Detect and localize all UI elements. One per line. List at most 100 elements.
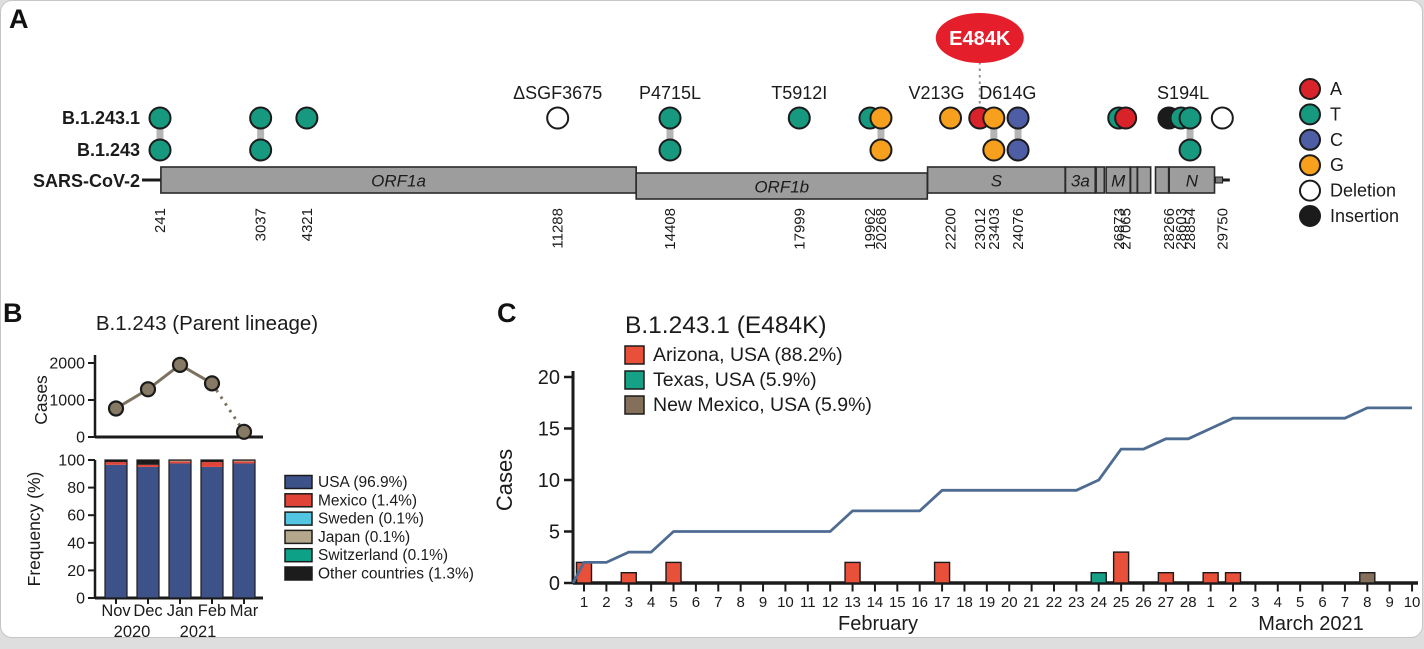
b12431-mutation-circle-20268 xyxy=(869,106,893,130)
nt-position-label: 241 xyxy=(152,208,169,233)
c-y-tick-label: 5 xyxy=(549,522,560,544)
c-day-tick-label: 12 xyxy=(822,594,839,611)
b-freq-bar-segment xyxy=(201,460,223,463)
shared-mutation-connector xyxy=(877,120,885,148)
nt-position-label: 26873 xyxy=(1111,208,1128,250)
b-freq-y-tick-label: 0 xyxy=(76,591,85,608)
panel-b-title: B.1.243 (Parent lineage) xyxy=(96,312,318,335)
b-cases-marker-dec xyxy=(139,381,157,398)
b12431-mutation-circle-23403 xyxy=(982,106,1006,130)
c-day-tick-label: 23 xyxy=(1068,594,1085,611)
b-cases-marker-feb xyxy=(203,375,221,392)
amino-acid-label: T5912I xyxy=(771,83,827,103)
gene-block xyxy=(1095,166,1106,194)
c-legend-label: Texas, USA (5.9%) xyxy=(653,369,817,391)
c-y-tick-label: 0 xyxy=(549,573,560,595)
gene-block-orf1b xyxy=(635,172,929,200)
c-day-tick-label: 1 xyxy=(1206,594,1214,611)
gene-label: S xyxy=(991,172,1003,191)
shared-mutation-connector xyxy=(257,120,265,148)
c-daily-bar-feb-3 xyxy=(620,572,637,584)
c-daily-bar-mar-2 xyxy=(1224,572,1242,584)
nt-position-label: 14408 xyxy=(662,208,679,250)
nt-position-label: 23012 xyxy=(972,208,989,250)
c-day-tick-label: 14 xyxy=(867,594,884,611)
b12431-mutation-circle-28854 xyxy=(1178,106,1202,130)
row-label-sars-cov-2: SARS-CoV-2 xyxy=(33,171,140,191)
b-freq-bar-segment xyxy=(137,464,159,467)
b-month-label: Mar xyxy=(230,602,259,620)
b-freq-y-tick-label: 100 xyxy=(58,453,85,470)
nt-legend-swatch-deletion xyxy=(1299,179,1321,202)
b-freq-bar-segment xyxy=(105,460,127,463)
b-freq-bar-segment xyxy=(201,462,223,467)
c-day-tick-label: 4 xyxy=(1274,594,1282,611)
row-label-b12431: B.1.243.1 xyxy=(62,108,140,128)
b-freq-bar-segment xyxy=(201,466,223,598)
amino-acid-label: S194L xyxy=(1157,83,1209,103)
amino-acid-label: V213G xyxy=(909,83,965,103)
b-legend-label: Switzerland (0.1%) xyxy=(318,547,448,564)
c-day-tick-label: 9 xyxy=(1386,594,1394,611)
c-day-tick-label: 2 xyxy=(602,594,610,611)
b-legend-swatch-3 xyxy=(284,529,313,545)
b-legend-label: Mexico (1.4%) xyxy=(318,492,417,509)
nt-legend-swatch-t xyxy=(1299,103,1321,126)
nt-legend-label: Deletion xyxy=(1330,181,1396,201)
gene-label: ORF1b xyxy=(754,178,809,197)
c-day-tick-label: 13 xyxy=(844,594,861,611)
b-legend-label: Other countries (1.3%) xyxy=(318,566,474,583)
c-day-tick-label: 19 xyxy=(978,594,995,611)
b-year-label-2020: 2020 xyxy=(114,623,151,641)
b12431-mutation-circle-4321 xyxy=(295,106,319,130)
nt-position-label: 29750 xyxy=(1214,208,1231,250)
c-daily-bar-mar-8 xyxy=(1359,572,1376,584)
b-freq-bar-segment xyxy=(137,466,159,598)
gene-block-m xyxy=(1105,166,1131,194)
c-day-tick-label: 10 xyxy=(777,594,794,611)
nt-legend-label: T xyxy=(1330,104,1341,124)
panel-c-label: C xyxy=(497,298,517,328)
b-legend-swatch-5 xyxy=(284,566,313,581)
nt-position-label: 22200 xyxy=(943,208,960,250)
b-cases-marker-mar xyxy=(235,423,253,440)
b-cases-marker-nov xyxy=(107,400,125,417)
b-legend-swatch-1 xyxy=(284,493,313,508)
c-daily-bar-feb-25 xyxy=(1112,551,1130,584)
nt-position-label: 23403 xyxy=(986,208,1003,250)
nt-legend-swatch-a xyxy=(1299,78,1321,100)
shared-mutation-connector xyxy=(156,120,164,148)
e484k-badge xyxy=(935,13,1024,63)
nt-legend-swatch-c xyxy=(1299,128,1321,151)
shared-mutation-connector xyxy=(666,120,674,148)
c-y-axis-label: Cases xyxy=(492,449,517,511)
b-freq-y-tick-label: 80 xyxy=(67,480,85,497)
nt-position-label: 20268 xyxy=(873,208,890,250)
shared-mutation-connector xyxy=(990,120,998,148)
c-y-tick-label: 15 xyxy=(538,419,560,441)
b-cases-y-tick-label: 1000 xyxy=(49,393,85,410)
b-freq-y-axis-label: Frequency (%) xyxy=(24,472,44,587)
nt-position-label: 4321 xyxy=(299,208,316,241)
gene-block-3a xyxy=(1064,166,1097,194)
c-day-tick-label: 18 xyxy=(956,594,973,611)
c-month-label-february: February xyxy=(838,613,918,635)
gene-block xyxy=(1154,166,1170,194)
b12431-mutation-circle-27065 xyxy=(1114,106,1138,130)
b-freq-y-tick-label: 60 xyxy=(67,508,85,525)
c-day-tick-label: 5 xyxy=(1296,594,1304,611)
c-daily-bar-feb-27 xyxy=(1157,572,1175,584)
c-daily-bar-feb-5 xyxy=(665,561,682,584)
nt-position-label: 11288 xyxy=(550,208,567,249)
amino-acid-label: D614G xyxy=(979,83,1036,103)
b-freq-bar-segment xyxy=(169,461,191,464)
b12431-mutation-circle-241 xyxy=(148,106,172,130)
b-cases-y-tick-label: 2000 xyxy=(49,356,85,373)
c-day-tick-label: 24 xyxy=(1090,594,1107,611)
panel-b-parent-lineage-charts: B.1.243 (Parent lineage) 0 1000 2000 Cases 0 2… xyxy=(24,312,474,641)
shared-mutation-connector xyxy=(1014,120,1022,148)
b1243-mutation-circle-14408 xyxy=(658,138,682,162)
panel-a-label: A xyxy=(9,4,29,34)
c-legend-label: Arizona, USA (88.2%) xyxy=(653,344,843,366)
